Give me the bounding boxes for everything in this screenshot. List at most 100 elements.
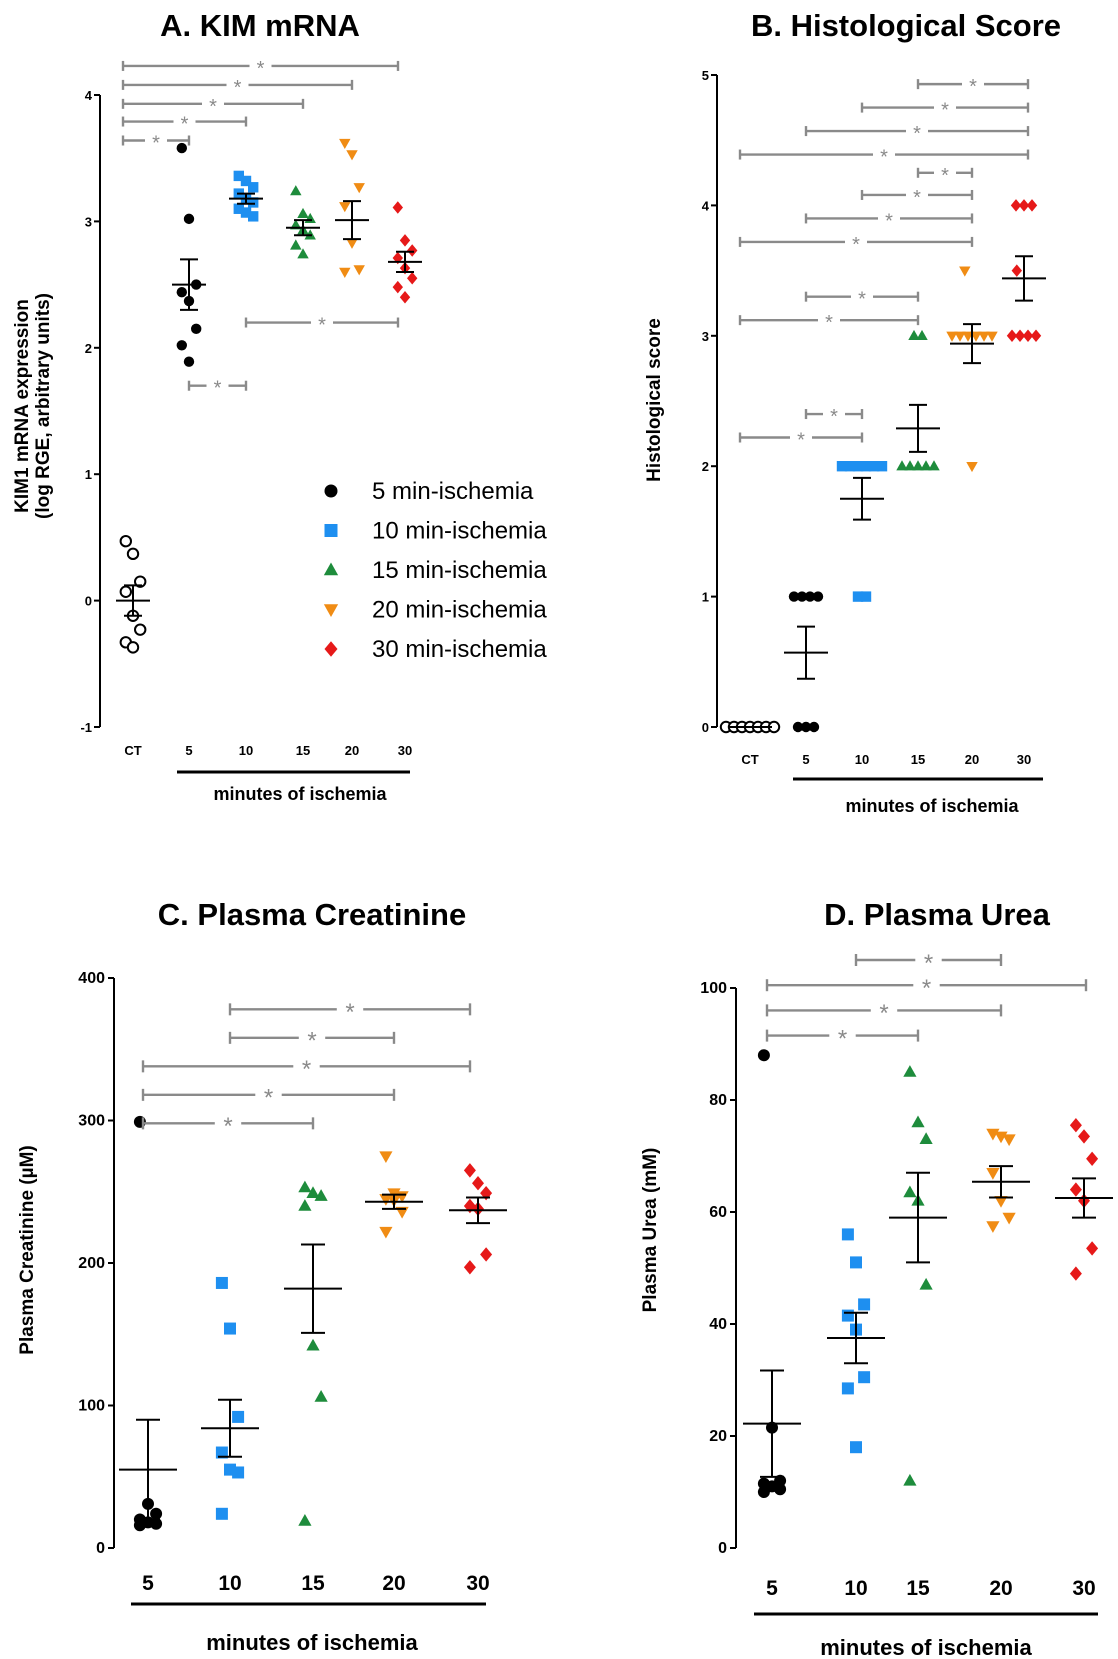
significance-star: * xyxy=(825,312,833,334)
data-point xyxy=(852,461,864,472)
x-tick-label: 30 xyxy=(1072,1577,1095,1600)
data-point xyxy=(233,203,244,214)
data-point xyxy=(896,460,908,471)
data-point xyxy=(134,575,147,588)
series-20 xyxy=(365,1151,423,1239)
data-point xyxy=(1002,1212,1016,1225)
series-10 xyxy=(836,461,888,602)
significance-star: * xyxy=(913,187,921,209)
x-tick-label: 20 xyxy=(989,1577,1012,1600)
y-tick-label: 40 xyxy=(709,1316,727,1333)
data-point xyxy=(841,1228,854,1241)
y-tick-label: 0 xyxy=(718,1540,727,1557)
significance-star: * xyxy=(838,1025,847,1052)
data-point xyxy=(346,238,358,249)
data-point xyxy=(903,1185,917,1198)
y-tick-label: 80 xyxy=(709,1092,727,1109)
data-point xyxy=(844,461,856,472)
data-point xyxy=(392,201,403,214)
x-tick-label: 5 xyxy=(766,1577,778,1600)
significance-bracket: * xyxy=(228,999,472,1026)
data-point xyxy=(248,182,259,193)
data-point xyxy=(858,1298,871,1311)
significance-star: * xyxy=(152,133,160,155)
data-point xyxy=(904,460,916,471)
y-axis-label: (log RGE, arbitrary units) xyxy=(33,293,54,519)
data-point xyxy=(1069,1266,1082,1281)
data-point xyxy=(407,272,418,285)
significance-star: * xyxy=(858,289,866,311)
chart-title: C. Plasma Creatinine xyxy=(158,897,466,932)
data-point xyxy=(339,267,351,278)
data-point xyxy=(804,591,816,602)
data-point xyxy=(792,721,804,733)
data-point xyxy=(1011,264,1022,277)
series-5 xyxy=(784,591,828,733)
data-point xyxy=(908,329,920,340)
x-tick-label: 15 xyxy=(906,1577,930,1600)
significance-star: * xyxy=(302,1056,311,1083)
data-point xyxy=(954,331,966,342)
data-point xyxy=(314,1390,328,1402)
legend-label: 30 min-ischemia xyxy=(372,636,547,663)
data-point xyxy=(757,1486,770,1498)
panel-c: C. Plasma Creatinine Plasma Creatinine (µ… xyxy=(17,897,507,1655)
series-10 xyxy=(229,170,263,222)
data-point xyxy=(191,323,202,335)
data-point xyxy=(290,185,302,196)
data-point xyxy=(126,547,140,561)
x-tick-label: 15 xyxy=(911,752,925,767)
y-tick-label: 1 xyxy=(702,590,709,605)
data-point xyxy=(774,1483,787,1496)
data-point xyxy=(233,170,244,182)
data-point xyxy=(978,331,990,342)
chart-title: D. Plasma Urea xyxy=(824,897,1050,932)
legend-marker xyxy=(324,641,338,657)
significance-star: * xyxy=(852,234,860,256)
significance-bracket: * xyxy=(244,315,400,337)
data-point xyxy=(1069,1182,1082,1197)
y-tick-label: 3 xyxy=(85,214,92,229)
data-point xyxy=(868,461,880,472)
significance-star: * xyxy=(257,58,265,80)
x-tick-label: 20 xyxy=(382,1572,405,1595)
data-point xyxy=(298,1514,312,1526)
significance-bracket: * xyxy=(121,96,305,118)
data-point xyxy=(463,1163,476,1178)
legend-label: 5 min-ischemia xyxy=(372,478,534,505)
significance-bracket: * xyxy=(738,234,974,256)
series-5 xyxy=(743,1049,801,1498)
data-point xyxy=(392,280,403,294)
significance-bracket: * xyxy=(121,114,248,136)
y-tick-label: 100 xyxy=(78,1398,105,1415)
data-point xyxy=(812,591,824,602)
significance-star: * xyxy=(318,315,326,337)
data-point xyxy=(215,1507,228,1520)
significance-star: * xyxy=(830,406,838,428)
data-point xyxy=(298,1199,312,1211)
data-point xyxy=(134,623,147,636)
significance-star: * xyxy=(345,999,354,1026)
significance-bracket: * xyxy=(187,378,248,400)
data-point xyxy=(126,641,140,654)
y-tick-label: 60 xyxy=(709,1204,727,1221)
data-point xyxy=(183,356,195,367)
data-point xyxy=(407,244,418,257)
data-point xyxy=(1078,1129,1090,1144)
data-point xyxy=(232,1410,245,1423)
significance-star: * xyxy=(879,1000,888,1027)
data-point xyxy=(176,286,187,298)
x-tick-label: 15 xyxy=(296,743,310,758)
significance-bracket: * xyxy=(916,76,1030,98)
panel-a: A. KIM mRNA KIM1 mRNA expression (log RGE,… xyxy=(12,8,422,804)
data-point xyxy=(962,331,974,342)
significance-star: * xyxy=(969,76,977,98)
legend-label: 20 min-ischemia xyxy=(372,597,547,624)
data-point xyxy=(796,591,808,602)
x-tick-label: CT xyxy=(741,752,758,767)
data-point xyxy=(903,1473,917,1486)
significance-star: * xyxy=(885,210,893,232)
significance-star: * xyxy=(307,1028,316,1055)
data-point xyxy=(966,462,978,473)
data-point xyxy=(788,591,800,602)
